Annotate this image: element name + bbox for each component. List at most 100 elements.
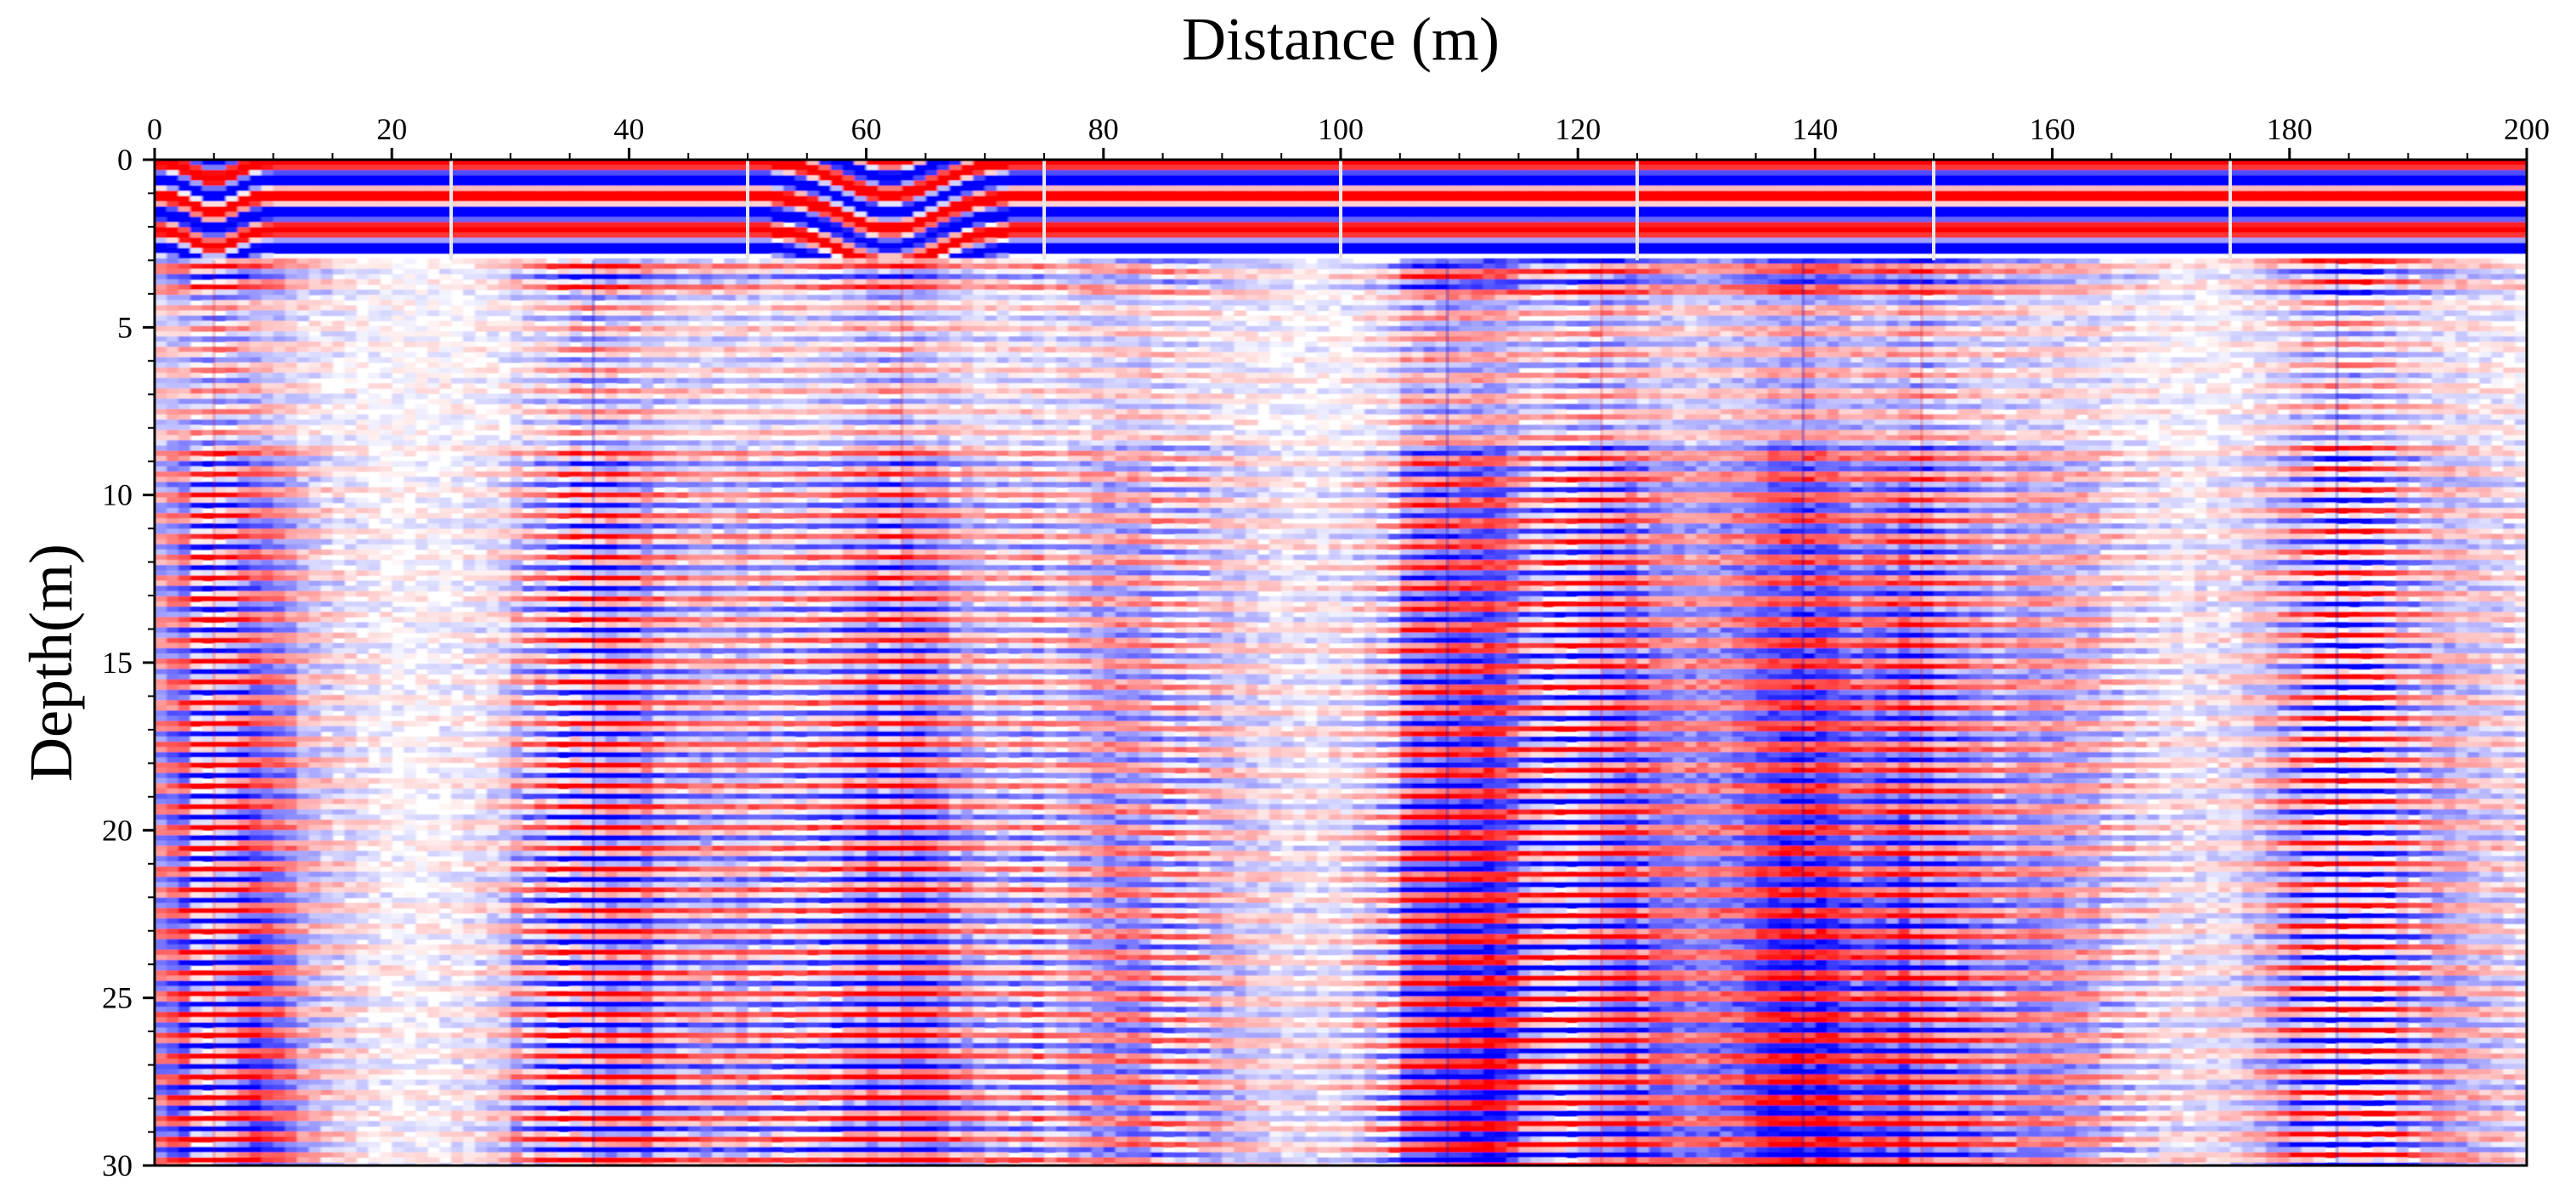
- heatmap-cell: [308, 367, 322, 374]
- heatmap-cell: [320, 788, 333, 794]
- heatmap-cell: [237, 632, 251, 639]
- heatmap-cell: [463, 1131, 476, 1137]
- heatmap-cell: [249, 565, 263, 571]
- heatmap-cell: [332, 695, 345, 701]
- heatmap-cell: [392, 955, 404, 961]
- heatmap-cell: [225, 1162, 239, 1166]
- heatmap-cell: [273, 575, 286, 582]
- heatmap-cell: [463, 1027, 476, 1034]
- heatmap-cell: [344, 855, 357, 862]
- heatmap-cell: [273, 1095, 286, 1101]
- heatmap-cell: [368, 902, 381, 909]
- heatmap-cell: [273, 653, 286, 659]
- heatmap-cell: [189, 258, 203, 264]
- heatmap-cell: [155, 325, 167, 332]
- heatmap-cell: [213, 627, 227, 634]
- heatmap-cell: [463, 1142, 476, 1148]
- heatmap-cell: [189, 575, 203, 582]
- heatmap-cell: [344, 1007, 357, 1013]
- heatmap-cell: [167, 882, 179, 888]
- heatmap-cell: [261, 383, 274, 389]
- heatmap-cell: [261, 232, 274, 239]
- heatmap-cell: [320, 737, 333, 742]
- heatmap-cell: [167, 388, 179, 394]
- heatmap-cell: [332, 445, 345, 452]
- heatmap-cell: [320, 752, 333, 759]
- heatmap-cell: [225, 757, 239, 764]
- heatmap-cell: [332, 767, 345, 774]
- heatmap-cell: [308, 477, 322, 483]
- heatmap-cell: [273, 887, 286, 894]
- heatmap-cell: [155, 872, 167, 878]
- heatmap-cell: [332, 975, 345, 982]
- heatmap-cell: [273, 737, 286, 742]
- heatmap-cell: [225, 170, 239, 176]
- heatmap-cell: [380, 222, 393, 229]
- heatmap-cell: [404, 482, 416, 488]
- heatmap-cell: [285, 263, 298, 269]
- heatmap-cell: [297, 715, 310, 722]
- heatmap-cell: [451, 341, 464, 347]
- heatmap-cell: [451, 539, 464, 545]
- heatmap-cell: [167, 320, 179, 327]
- heatmap-cell: [415, 305, 428, 311]
- heatmap-cell: [451, 1142, 464, 1148]
- heatmap-cell: [237, 227, 251, 234]
- heatmap-cell: [474, 300, 488, 306]
- heatmap-cell: [167, 887, 179, 894]
- heatmap-cell: [320, 1002, 333, 1008]
- heatmap-cell: [463, 1017, 476, 1024]
- heatmap-cell: [415, 1147, 428, 1153]
- heatmap-cell: [189, 310, 203, 317]
- heatmap-cell: [178, 1069, 191, 1075]
- heatmap-cell: [439, 295, 452, 301]
- heatmap-cell: [297, 731, 310, 737]
- heatmap-cell: [344, 482, 357, 488]
- heatmap-cell: [486, 944, 500, 951]
- heatmap-cell: [237, 617, 251, 623]
- heatmap-cell: [308, 715, 322, 722]
- heatmap-cell: [237, 258, 251, 264]
- heatmap-cell: [356, 637, 369, 644]
- heatmap-cell: [392, 1053, 404, 1059]
- heatmap-cell: [380, 305, 393, 311]
- heatmap-cell: [213, 274, 227, 280]
- heatmap-cell: [332, 731, 345, 737]
- heatmap-cell: [320, 227, 333, 234]
- heatmap-cell: [474, 1100, 488, 1106]
- heatmap-cell: [285, 944, 298, 951]
- heatmap-cell: [439, 206, 452, 212]
- heatmap-cell: [474, 783, 488, 789]
- heatmap-cell: [189, 388, 203, 394]
- heatmap-cell: [201, 825, 215, 831]
- heatmap-cell: [225, 725, 239, 732]
- heatmap-cell: [474, 248, 488, 254]
- heatmap-cell: [463, 944, 476, 951]
- heatmap-cell: [356, 907, 369, 914]
- heatmap-cell: [427, 877, 440, 883]
- heatmap-cell: [155, 580, 167, 587]
- heatmap-cell: [320, 825, 333, 831]
- heatmap-cell: [320, 367, 333, 374]
- heatmap-cell: [344, 825, 357, 831]
- heatmap-cell: [380, 575, 393, 582]
- heatmap-cell: [474, 414, 488, 421]
- heatmap-cell: [439, 377, 452, 384]
- heatmap-cell: [368, 835, 381, 841]
- heatmap-cell: [474, 1131, 488, 1137]
- heatmap-cell: [285, 1053, 298, 1059]
- heatmap-cell: [201, 1064, 215, 1070]
- heatmap-cell: [167, 690, 179, 696]
- heatmap-cell: [297, 882, 310, 888]
- heatmap-cell: [189, 648, 203, 654]
- heatmap-cell: [189, 1037, 203, 1044]
- heatmap-cell: [237, 705, 251, 711]
- heatmap-cell: [404, 341, 416, 347]
- heatmap-cell: [167, 596, 179, 602]
- heatmap-cell: [155, 607, 167, 612]
- heatmap-cell: [308, 1084, 322, 1091]
- heatmap-cell: [415, 377, 428, 384]
- heatmap-cell: [332, 175, 345, 182]
- heatmap-cell: [297, 642, 310, 649]
- heatmap-cell: [249, 585, 263, 592]
